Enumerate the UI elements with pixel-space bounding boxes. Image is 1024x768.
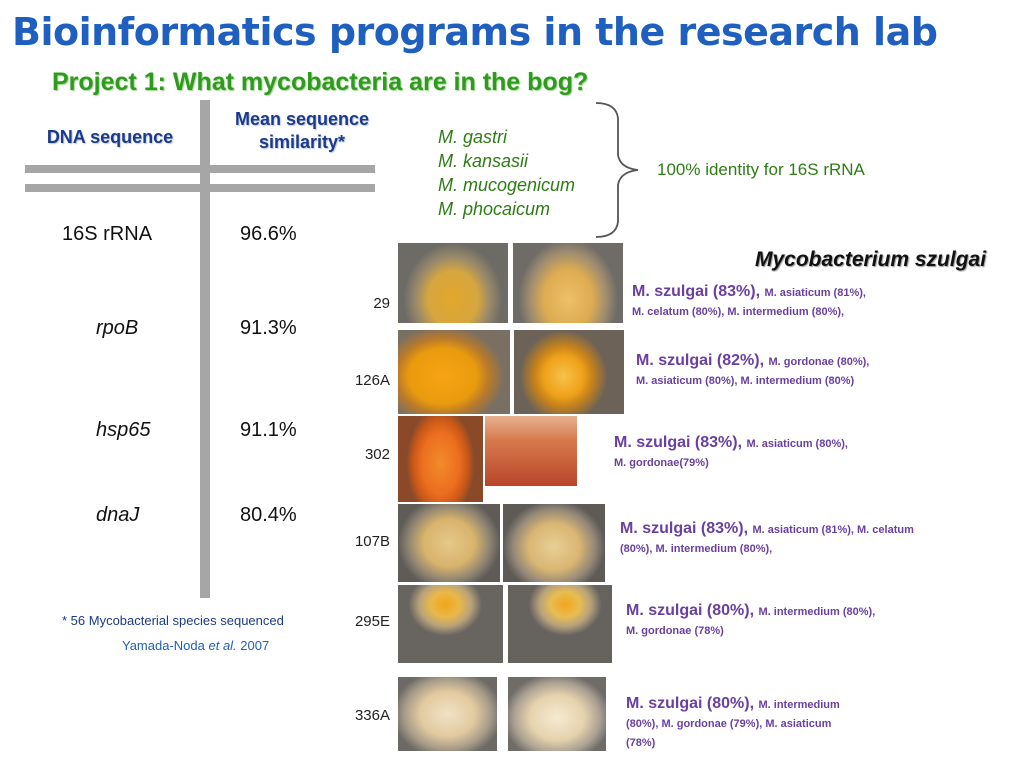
strain-description: M. szulgai (83%), M. asiaticum (80%), M.… (614, 434, 1022, 472)
colony-photo (503, 504, 605, 582)
strain-other-matches: M. celatum (80%), M. intermedium (80%), (632, 306, 845, 318)
strain-other-matches: M. gordonae(79%) (614, 457, 709, 469)
strain-label: 29 (373, 295, 390, 312)
colony-photo (398, 330, 510, 414)
table-row-value: 91.1% (240, 419, 297, 441)
species-list: M. gastri M. kansasii M. mucogenicum M. … (438, 125, 575, 221)
strain-top-match: M. szulgai (80%), (626, 602, 755, 619)
slide-subtitle: Project 1: What mycobacteria are in the … (52, 68, 589, 96)
strain-other-matches: M. gordonae (80%), (768, 356, 870, 368)
colony-photo (513, 243, 623, 323)
colony-photo (398, 677, 497, 751)
strain-other-matches: (78%) (626, 737, 656, 749)
citation: Yamada-Noda et al. 2007 (122, 638, 269, 653)
strain-top-match: M. szulgai (83%), (620, 520, 749, 537)
table-row-gene: rpoB (96, 317, 139, 339)
species-item: M. mucogenicum (438, 175, 576, 195)
strain-other-matches: M. asiaticum (80%), M. intermedium (80%) (636, 375, 855, 387)
species-item: M. phocaicum (438, 199, 551, 219)
strain-top-match: M. szulgai (80%), (626, 695, 755, 712)
strain-label: 126A (354, 372, 390, 389)
table-row-value: 91.3% (240, 317, 297, 339)
strain-top-match: M. szulgai (83%), (614, 434, 743, 451)
table-row-value: 80.4% (240, 504, 297, 526)
colony-photo (398, 243, 508, 323)
strain-other-matches: M. asiaticum (81%), M. celatum (752, 524, 914, 536)
slide-title: Bioinformatics programs in the research … (12, 10, 938, 54)
strain-label: 302 (364, 446, 390, 463)
table-row-value: 96.6% (240, 223, 297, 245)
strain-description: M. szulgai (80%), M. intermedium (80%), … (626, 602, 1022, 640)
strain-other-matches: M. intermedium (80%), (758, 606, 876, 618)
strain-top-match: M. szulgai (83%), (632, 283, 761, 300)
colony-photo (514, 330, 624, 414)
citation-etal: et al. (208, 638, 237, 653)
strain-other-matches: M. intermedium (758, 699, 840, 711)
species-item: M. gastri (438, 127, 508, 147)
strain-label: 295E (354, 613, 390, 630)
citation-author: Yamada-Noda (122, 638, 209, 653)
strain-label: 107B (354, 533, 390, 550)
colony-photo (485, 416, 577, 486)
colony-photo (398, 416, 483, 502)
colony-photo (398, 585, 503, 663)
table-divider-horizontal (25, 165, 375, 173)
strain-other-matches: M. gordonae (78%) (626, 625, 724, 637)
citation-year: 2007 (236, 638, 270, 653)
table-row-gene: dnaJ (96, 504, 140, 526)
table-row-gene: hsp65 (96, 419, 151, 441)
table-divider-horizontal (25, 184, 375, 192)
strain-other-matches: (80%), M. gordonae (79%), M. asiaticum (626, 718, 832, 730)
strain-description: M. szulgai (83%), M. asiaticum (81%), M.… (620, 520, 1022, 558)
column-header-mean-similarity: Mean sequence similarity* (234, 109, 370, 152)
strain-label: 336A (354, 707, 390, 724)
strain-description: M. szulgai (82%), M. gordonae (80%), M. … (636, 352, 1022, 390)
footnote: * 56 Mycobacterial species sequenced (62, 613, 284, 628)
strain-description: M. szulgai (80%), M. intermedium (80%), … (626, 695, 1022, 752)
strain-other-matches: (80%), M. intermedium (80%), (620, 543, 773, 555)
column-header-dna-sequence: DNA sequence (46, 127, 174, 147)
strain-other-matches: M. asiaticum (80%), (746, 438, 848, 450)
species-item: M. kansasii (438, 151, 529, 171)
colony-photo (398, 504, 500, 582)
identity-note: 100% identity for 16S rRNA (657, 160, 865, 179)
strain-other-matches: M. asiaticum (81%), (764, 287, 866, 299)
figure-title: Mycobacterium szulgai (755, 248, 987, 271)
table-row-gene: 16S rRNA (62, 223, 153, 245)
table-divider-vertical (200, 100, 210, 598)
strain-description: M. szulgai (83%), M. asiaticum (81%), M.… (632, 283, 1022, 321)
strain-top-match: M. szulgai (82%), (636, 352, 765, 369)
colony-photo (508, 677, 606, 751)
curly-brace-icon (595, 102, 639, 238)
colony-photo (508, 585, 612, 663)
